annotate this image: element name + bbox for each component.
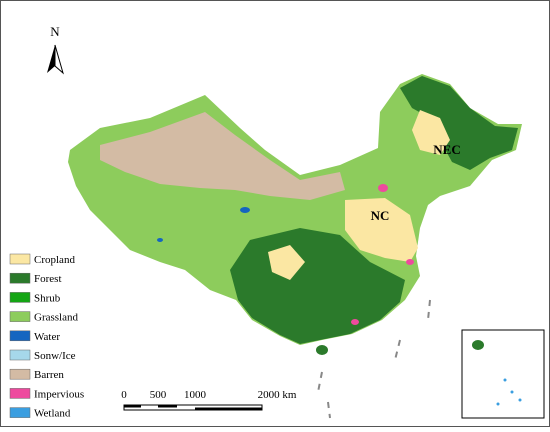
region-label: NEC bbox=[433, 142, 460, 157]
legend-label: Forest bbox=[34, 273, 62, 285]
land-cover-map bbox=[68, 74, 522, 419]
inset-islands bbox=[496, 378, 522, 406]
legend-label: Sonw/Ice bbox=[34, 350, 76, 362]
legend-label: Water bbox=[34, 331, 60, 343]
legend-label: Cropland bbox=[34, 254, 75, 266]
legend-label: Barren bbox=[34, 369, 64, 381]
island bbox=[316, 345, 328, 355]
legend-label: Wetland bbox=[34, 408, 71, 420]
legend-swatch bbox=[9, 272, 31, 284]
urban-area bbox=[406, 259, 414, 265]
legend-label: Grassland bbox=[34, 312, 78, 324]
scale-label: 1000 bbox=[184, 389, 207, 401]
scale-label: 2000 km bbox=[258, 389, 297, 401]
scale-label: 500 bbox=[150, 389, 167, 401]
inset-island bbox=[472, 340, 484, 350]
lake bbox=[157, 238, 163, 242]
legend-swatch bbox=[9, 407, 31, 418]
legend: Cropland Forest Shrub Grassland Water Sonw/Ic… bbox=[9, 253, 84, 420]
legend-swatch bbox=[9, 311, 31, 322]
legend-swatch bbox=[9, 330, 31, 342]
cropland-area bbox=[268, 245, 305, 280]
scale-bar: 0 500 1000 2000 km bbox=[121, 389, 297, 411]
cropland-area bbox=[412, 110, 450, 155]
urban-area bbox=[378, 184, 388, 192]
urban-area bbox=[351, 319, 359, 325]
barren-area bbox=[100, 112, 345, 200]
legend-swatch bbox=[9, 292, 31, 303]
north-label: N bbox=[50, 24, 60, 39]
legend-swatch bbox=[9, 388, 31, 399]
region-label: NC bbox=[371, 208, 390, 223]
north-arrow: N bbox=[47, 24, 64, 75]
legend-label: Impervious bbox=[34, 388, 84, 400]
lake bbox=[240, 207, 250, 213]
scale-label: 0 bbox=[121, 389, 127, 401]
forest-area bbox=[400, 76, 518, 170]
legend-label: Shrub bbox=[34, 292, 61, 304]
legend-swatch bbox=[9, 253, 31, 265]
legend-swatch bbox=[9, 368, 31, 380]
cropland-area bbox=[345, 198, 418, 262]
dashed-boundary bbox=[317, 299, 431, 419]
legend-swatch bbox=[9, 349, 31, 361]
